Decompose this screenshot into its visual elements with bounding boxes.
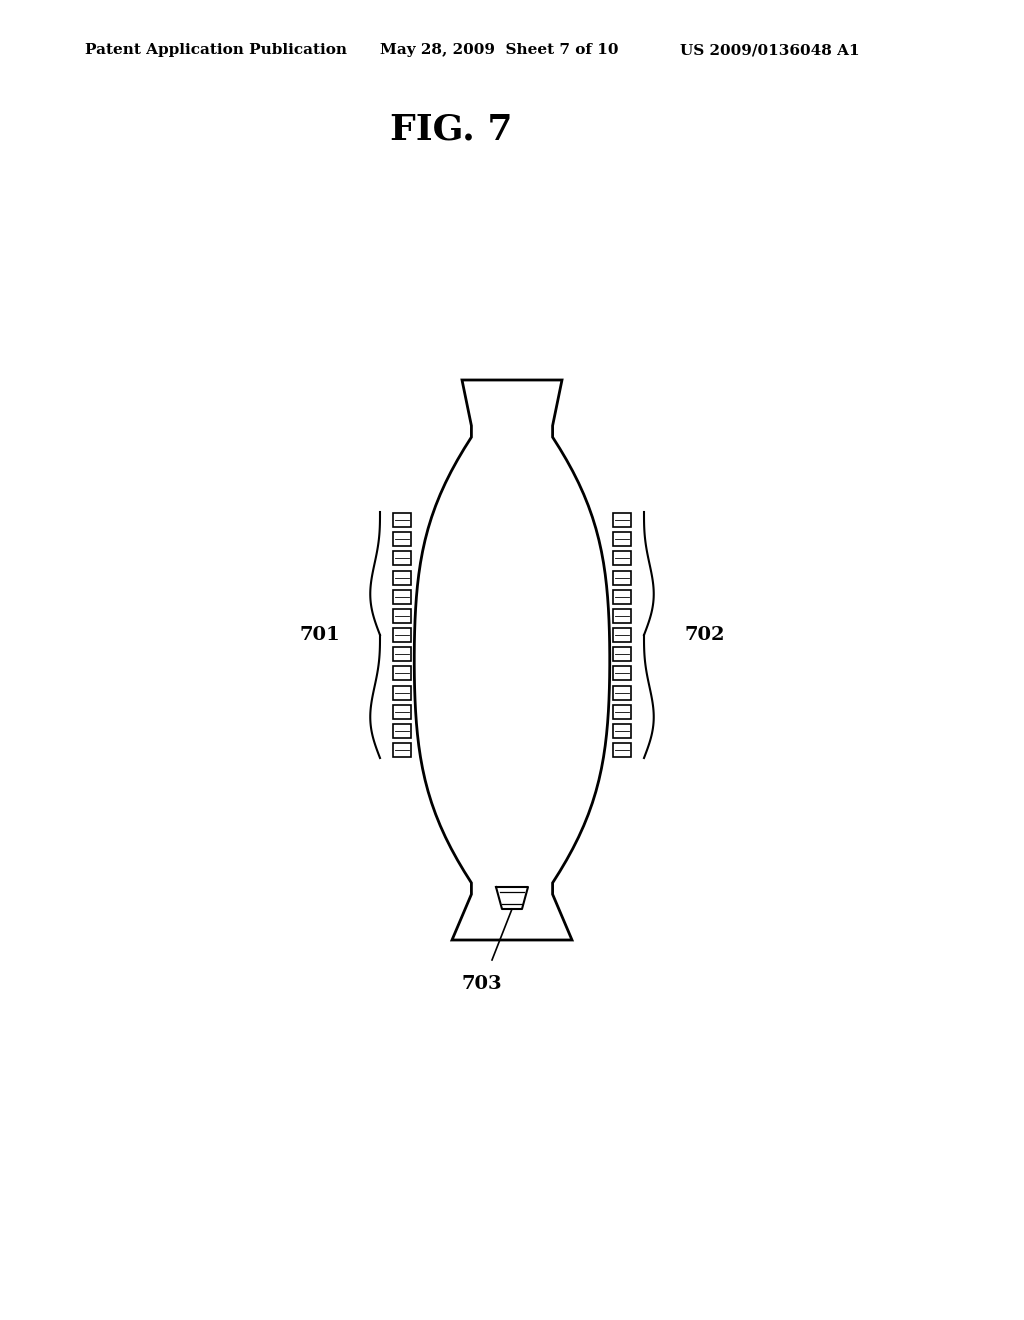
- Bar: [613, 705, 631, 718]
- Bar: [393, 647, 411, 661]
- Bar: [613, 609, 631, 623]
- Text: May 28, 2009  Sheet 7 of 10: May 28, 2009 Sheet 7 of 10: [380, 44, 618, 57]
- Bar: [393, 628, 411, 642]
- Bar: [613, 667, 631, 680]
- Bar: [613, 552, 631, 565]
- Bar: [613, 647, 631, 661]
- Bar: [613, 532, 631, 546]
- Bar: [613, 743, 631, 756]
- Bar: [393, 685, 411, 700]
- Text: 701: 701: [299, 626, 340, 644]
- Bar: [613, 590, 631, 603]
- Bar: [393, 743, 411, 756]
- Bar: [613, 723, 631, 738]
- Bar: [613, 685, 631, 700]
- Text: Patent Application Publication: Patent Application Publication: [85, 44, 347, 57]
- Text: FIG. 7: FIG. 7: [390, 114, 512, 147]
- Bar: [393, 705, 411, 718]
- Bar: [393, 570, 411, 585]
- Bar: [393, 590, 411, 603]
- Text: US 2009/0136048 A1: US 2009/0136048 A1: [680, 44, 859, 57]
- Bar: [393, 532, 411, 546]
- Bar: [393, 609, 411, 623]
- Bar: [613, 513, 631, 527]
- Bar: [393, 513, 411, 527]
- Bar: [613, 628, 631, 642]
- Bar: [613, 570, 631, 585]
- Text: 703: 703: [462, 975, 503, 993]
- Bar: [393, 552, 411, 565]
- Bar: [393, 667, 411, 680]
- Bar: [393, 723, 411, 738]
- Text: 702: 702: [684, 626, 725, 644]
